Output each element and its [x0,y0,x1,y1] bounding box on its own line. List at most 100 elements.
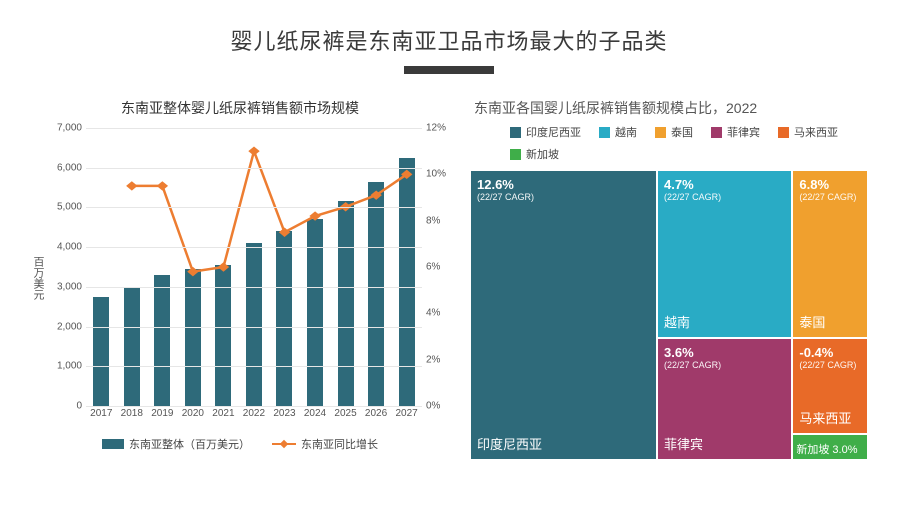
y-right-tick: 4% [426,308,440,319]
treemap-header: 3.6%(22/27 CAGR) [664,345,721,370]
legend-label: 新加坡 [526,146,559,162]
legend-bar-label: 东南亚整体（百万美元） [129,436,250,452]
y-left-tick: 3,000 [57,281,82,292]
treemap-header: 12.6%(22/27 CAGR) [477,177,534,202]
y-left-tick: 6,000 [57,162,82,173]
gridline [86,128,422,129]
right-legend: 印度尼西亚越南泰国菲律宾马来西亚新加坡 [470,124,868,162]
legend-label: 泰国 [671,124,693,140]
treemap-label: 印度尼西亚 [477,434,542,453]
line-marker [126,181,137,190]
treemap-sub: (22/27 CAGR) [799,360,856,370]
treemap-label: 菲律宾 [664,434,703,453]
x-tick: 2022 [243,408,265,428]
treemap-label: 马来西亚 [799,408,851,427]
left-chart-title: 东南亚整体婴儿纸尿裤销售额市场规模 [30,98,450,118]
x-tick: 2019 [151,408,173,428]
treemap-sub: (22/27 CAGR) [477,192,534,202]
x-ticks: 2017 2018 2019 2020 2021 2022 2023 2024 2025 2026… [86,408,422,428]
gridline [86,207,422,208]
x-tick: 2026 [365,408,387,428]
treemap-sub: (22/27 CAGR) [664,360,721,370]
left-chart-body: 百万美元 01,0002,0003,0004,0005,0006,0007,00… [30,128,450,428]
x-tick: 2021 [212,408,234,428]
left-plot-wrap: 01,0002,0003,0004,0005,0006,0007,000 0%2… [48,128,450,428]
y-right-tick: 10% [426,169,446,180]
y-right-tick: 12% [426,123,446,134]
treemap-header: -0.4%(22/27 CAGR) [799,345,856,370]
legend-label: 菲律宾 [727,124,760,140]
line-marker [248,146,259,155]
treemap: 12.6%(22/27 CAGR)印度尼西亚4.7%(22/27 CAGR)越南… [470,170,868,460]
y-left-axis-label: 百万美元 [30,256,46,300]
right-legend-item: 菲律宾 [711,124,760,140]
x-tick: 2025 [334,408,356,428]
gridline [86,406,422,407]
treemap-header: 6.8%(22/27 CAGR) [799,177,856,202]
treemap-cell: 新加坡 3.0% [792,434,868,460]
gridline [86,366,422,367]
legend-color-box [510,127,521,138]
y-right-tick: 2% [426,354,440,365]
treemap-pct: 12.6% [477,177,534,192]
line-marker [157,181,168,190]
legend-line-label: 东南亚同比增长 [301,436,378,452]
y-left-ticks: 01,0002,0003,0004,0005,0006,0007,000 [48,128,84,406]
treemap-cell: 3.6%(22/27 CAGR) 菲律宾 [657,338,792,460]
y-left-tick: 0 [76,401,82,412]
treemap-label: 越南 [664,312,690,331]
left-legend: 东南亚整体（百万美元） 东南亚同比增长 [30,436,450,452]
y-left-tick: 2,000 [57,321,82,332]
line-marker [187,267,198,276]
y-right-tick: 6% [426,262,440,273]
legend-color-box [655,127,666,138]
gridline [86,168,422,169]
gridline [86,327,422,328]
charts-row: 东南亚整体婴儿纸尿裤销售额市场规模 百万美元 01,0002,0003,0004… [30,98,868,460]
right-legend-item: 泰国 [655,124,693,140]
legend-line-swatch [272,439,296,449]
treemap-pct: -0.4% [799,345,856,360]
gridline [86,247,422,248]
x-tick: 2024 [304,408,326,428]
treemap-header: 4.7%(22/27 CAGR) [664,177,721,202]
gridline [86,287,422,288]
treemap-cell: -0.4%(22/27 CAGR) 马来西亚 [792,338,868,434]
treemap-pct: 6.8% [799,177,856,192]
line-series [86,128,422,406]
right-legend-item: 马来西亚 [778,124,838,140]
legend-color-box [599,127,610,138]
left-plot-area [86,128,422,406]
right-chart-title: 东南亚各国婴儿纸尿裤销售额规模占比，2022 [470,98,868,118]
slide-root: 婴儿纸尿裤是东南亚卫品市场最大的子品类 东南亚整体婴儿纸尿裤销售额市场规模 百万… [0,0,898,519]
y-left-tick: 7,000 [57,123,82,134]
legend-color-box [510,149,521,160]
line-marker [218,262,229,271]
treemap-cell: 4.7%(22/27 CAGR) 越南 [657,170,792,338]
treemap-sub: (22/27 CAGR) [799,192,856,202]
x-tick: 2020 [182,408,204,428]
title-underline [404,66,494,74]
treemap-cell: 6.8%(22/27 CAGR) 泰国 [792,170,868,338]
legend-label: 越南 [615,124,637,140]
y-left-tick: 5,000 [57,202,82,213]
x-tick: 2018 [121,408,143,428]
y-left-tick: 4,000 [57,242,82,253]
legend-bar-item: 东南亚整体（百万美元） [102,436,250,452]
x-tick: 2023 [273,408,295,428]
legend-color-box [778,127,789,138]
legend-label: 马来西亚 [794,124,838,140]
treemap-label: 新加坡 3.0% [796,441,857,457]
growth-line [132,151,407,271]
legend-color-box [711,127,722,138]
x-tick: 2017 [90,408,112,428]
treemap-cell: 12.6%(22/27 CAGR) 印度尼西亚 [470,170,657,460]
treemap-label: 泰国 [799,312,825,331]
y-right-tick: 0% [426,401,440,412]
left-chart: 东南亚整体婴儿纸尿裤销售额市场规模 百万美元 01,0002,0003,0004… [30,98,450,460]
right-chart: 东南亚各国婴儿纸尿裤销售额规模占比，2022 印度尼西亚越南泰国菲律宾马来西亚新… [470,98,868,460]
right-legend-item: 新加坡 [510,146,559,162]
x-tick: 2027 [395,408,417,428]
page-title: 婴儿纸尿裤是东南亚卫品市场最大的子品类 [30,24,868,56]
legend-bar-swatch [102,439,124,449]
